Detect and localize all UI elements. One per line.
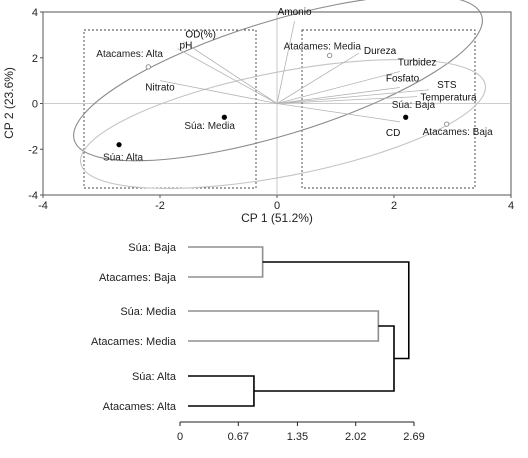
site-point-label: Súa: Baja <box>392 100 436 111</box>
loading-vector-line <box>276 52 360 104</box>
loading-vector-line <box>183 41 278 104</box>
loading-vector-label: STS <box>437 80 457 91</box>
dendrogram-branch-media-alta <box>253 325 395 392</box>
pca-y-tick-label: 2 <box>32 53 38 65</box>
dendrogram-tick-labels: 0 0.67 1.35 2.02 2.69 <box>177 422 425 443</box>
pca-y-tick-label: 0 <box>32 99 38 111</box>
dendrogram-tick-label: 2.69 <box>403 431 424 443</box>
dendrogram-branch-media <box>188 310 380 342</box>
loading-vector-label: Amonio <box>278 7 312 18</box>
site-point-label: Atacames: Alta <box>96 49 163 60</box>
loading-vector-label: pH <box>180 41 193 52</box>
loading-vector-line <box>276 71 400 104</box>
pca-y-tick-label: -2 <box>28 144 38 156</box>
dendrogram-leaf-label: Súa: Alta <box>132 371 177 383</box>
pca-x-tick-label: -2 <box>155 200 165 212</box>
dendrogram-tick-label: 0.67 <box>228 431 249 443</box>
dendrogram-tick-label: 2.02 <box>345 431 366 443</box>
pca-y-axis-label: CP 2 (23.6%) <box>2 67 16 139</box>
site-point-filled <box>116 142 122 148</box>
cluster-dendrogram: Súa: Baja Atacames: Baja Súa: Media Atacame… <box>91 242 425 443</box>
site-point-open <box>145 64 151 70</box>
loading-vector-label: Dureza <box>364 46 397 57</box>
loading-vector-line <box>276 103 400 123</box>
site-point-label: Atacames: Baja <box>423 127 493 138</box>
site-point-label: Atacames: Media <box>284 41 362 52</box>
pca-x-tick-label: 4 <box>508 200 514 212</box>
site-point-open <box>443 121 450 127</box>
site-point-filled <box>221 114 227 120</box>
loading-vector-label: Temperatura <box>420 93 477 104</box>
loading-vector-line <box>276 96 418 104</box>
site-point-label: Súa: Media <box>184 121 235 132</box>
dendrogram-leaf-label: Atacames: Media <box>91 336 177 348</box>
dendrogram-branch-root <box>262 261 410 360</box>
loading-vector-label: OD(%) <box>185 30 216 41</box>
loading-vector-label: Turbidez <box>398 57 437 68</box>
dendrogram-branches <box>188 246 410 407</box>
dendrogram-leaf-label: Atacames: Baja <box>99 272 177 284</box>
loading-vector-line <box>159 80 278 104</box>
pca-y-tick-labels: 4 2 0 -2 -4 <box>28 7 43 202</box>
pca-x-tick-labels: -4 -2 0 2 4 <box>38 195 514 212</box>
pca-x-tick-label: 2 <box>391 200 397 212</box>
dendrogram-tick-label: 0 <box>177 431 183 443</box>
dendrogram-tick-label: 1.35 <box>287 431 308 443</box>
confidence-ellipse-dark <box>73 0 483 162</box>
loading-vector-line <box>276 87 400 104</box>
loading-vector-line <box>276 89 430 104</box>
dashed-cluster-box-right <box>301 29 476 189</box>
loading-vector-line <box>276 21 295 104</box>
pca-x-tick-label: -4 <box>38 200 48 212</box>
site-point-filled <box>403 114 409 120</box>
pca-y-tick-label: -4 <box>28 190 38 202</box>
dendrogram-leaf-label: Súa: Baja <box>128 242 177 254</box>
confidence-ellipse-light <box>79 59 487 189</box>
dendrogram-leaf-label: Atacames: Alta <box>103 401 177 413</box>
dendrogram-branch-alta <box>188 375 255 407</box>
site-point-label: Súa: Alta <box>103 153 143 164</box>
pca-y-tick-label: 4 <box>32 7 38 19</box>
dendrogram-leaf-label: Súa: Media <box>120 306 177 318</box>
dendrogram-leaf-labels: Súa: Baja Atacames: Baja Súa: Media Atacame… <box>91 242 177 413</box>
loading-vector-line <box>177 48 278 104</box>
dendrogram-branch-baja <box>188 246 264 278</box>
pca-x-tick-label: 0 <box>274 200 280 212</box>
site-point-open <box>326 52 333 59</box>
loading-vector-label: CD <box>386 128 400 139</box>
loading-vector-label: Fosfato <box>386 73 420 84</box>
site-points: Atacames: Alta Atacames: Media Súa: Media S… <box>96 41 493 163</box>
pca-x-axis-label: CP 1 (51.2%) <box>241 211 313 225</box>
loading-vector-label: Nitrato <box>145 83 175 94</box>
